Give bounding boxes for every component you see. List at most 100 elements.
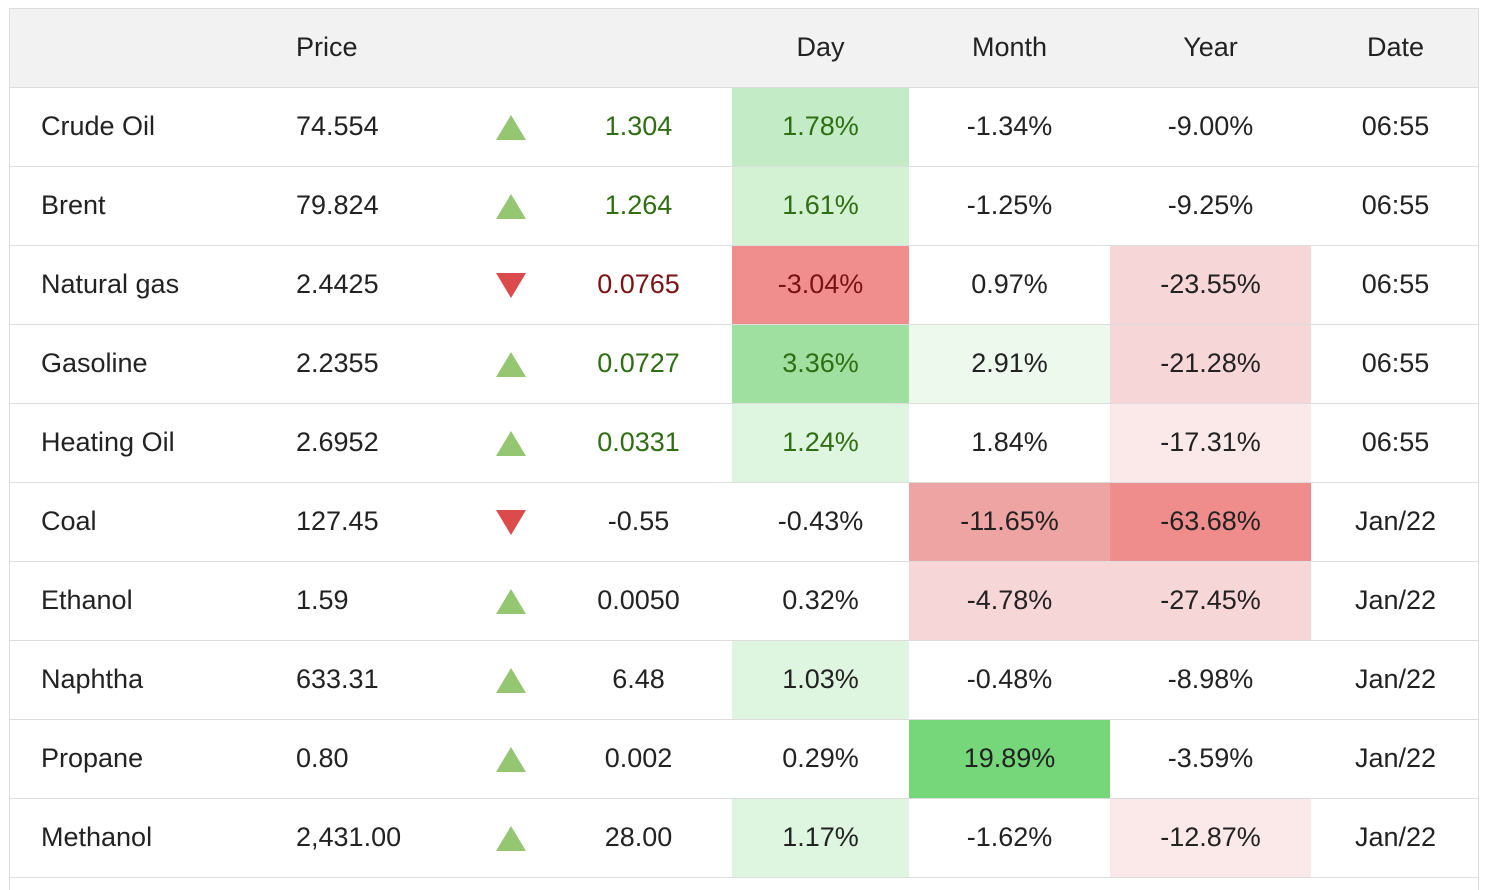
commodity-table-container: Price Day Month Year Date Crude Oil 74.5… [9,8,1479,890]
commodity-change: 0.0050 [545,561,732,641]
header-name[interactable] [10,9,287,88]
table-row[interactable]: Heating Oil 2.6952 0.0331 1.24% 1.84% -1… [10,403,1478,483]
direction-cell [480,403,545,483]
commodity-name[interactable]: Ethanol [10,561,287,641]
commodity-name[interactable]: Heating Oil [10,403,287,483]
direction-cell [480,482,545,562]
commodity-change: 0.0727 [545,324,732,404]
header-day[interactable]: Day [732,9,909,88]
commodity-name[interactable]: Gasoline [10,324,287,404]
header-change[interactable] [545,9,732,88]
up-arrow-icon [496,826,526,852]
direction-cell [480,561,545,641]
commodity-change: 28.00 [545,798,732,878]
table-row[interactable]: Propane 0.80 0.002 0.29% 19.89% -3.59% J… [10,719,1478,799]
energy-commodities-table: Price Day Month Year Date Crude Oil 74.5… [10,9,1478,878]
commodity-month-percent: -4.78% [909,561,1110,641]
commodity-price: 74.554 [287,87,480,167]
up-arrow-icon [496,431,526,457]
up-arrow-icon [496,115,526,141]
commodity-date: 06:55 [1311,403,1478,483]
up-arrow-icon [496,747,526,773]
commodity-day-percent: 1.03% [732,640,909,720]
commodity-change: 0.002 [545,719,732,799]
header-date[interactable]: Date [1311,9,1478,88]
commodity-month-percent: -1.34% [909,87,1110,167]
table-row[interactable]: Natural gas 2.4425 0.0765 -3.04% 0.97% -… [10,245,1478,325]
header-price[interactable]: Price [287,9,480,88]
table-body: Crude Oil 74.554 1.304 1.78% -1.34% -9.0… [10,87,1478,878]
commodity-month-percent: -1.62% [909,798,1110,878]
commodity-day-percent: -3.04% [732,245,909,325]
down-arrow-icon [496,273,526,299]
commodity-price: 2.2355 [287,324,480,404]
direction-cell [480,166,545,246]
up-arrow-icon [496,589,526,615]
commodity-month-percent: 0.97% [909,245,1110,325]
commodity-name[interactable]: Methanol [10,798,287,878]
up-arrow-icon [496,194,526,220]
commodity-month-percent: -0.48% [909,640,1110,720]
commodity-change: 1.304 [545,87,732,167]
down-arrow-icon [496,510,526,536]
commodity-date: 06:55 [1311,324,1478,404]
commodity-month-percent: 2.91% [909,324,1110,404]
direction-cell [480,245,545,325]
commodity-name[interactable]: Naphtha [10,640,287,720]
commodity-year-percent: -17.31% [1110,403,1311,483]
commodity-name[interactable]: Crude Oil [10,87,287,167]
header-row: Price Day Month Year Date [10,9,1478,88]
commodity-date: 06:55 [1311,245,1478,325]
commodity-year-percent: -12.87% [1110,798,1311,878]
table-row[interactable]: Crude Oil 74.554 1.304 1.78% -1.34% -9.0… [10,87,1478,167]
commodity-year-percent: -21.28% [1110,324,1311,404]
commodity-change: 0.0331 [545,403,732,483]
table-row[interactable]: Naphtha 633.31 6.48 1.03% -0.48% -8.98% … [10,640,1478,720]
direction-cell [480,798,545,878]
commodity-name[interactable]: Coal [10,482,287,562]
commodity-year-percent: -63.68% [1110,482,1311,562]
header-year[interactable]: Year [1110,9,1311,88]
commodity-name[interactable]: Propane [10,719,287,799]
table-row[interactable]: Ethanol 1.59 0.0050 0.32% -4.78% -27.45%… [10,561,1478,641]
commodity-price: 2.6952 [287,403,480,483]
commodity-date: Jan/22 [1311,561,1478,641]
commodity-month-percent: 1.84% [909,403,1110,483]
table-row[interactable]: Methanol 2,431.00 28.00 1.17% -1.62% -12… [10,798,1478,878]
commodity-price: 2.4425 [287,245,480,325]
commodity-year-percent: -3.59% [1110,719,1311,799]
commodity-date: Jan/22 [1311,640,1478,720]
commodity-name[interactable]: Natural gas [10,245,287,325]
commodity-change: -0.55 [545,482,732,562]
commodity-day-percent: 0.32% [732,561,909,641]
table-row[interactable]: Brent 79.824 1.264 1.61% -1.25% -9.25% 0… [10,166,1478,246]
commodity-year-percent: -8.98% [1110,640,1311,720]
commodity-change: 0.0765 [545,245,732,325]
commodity-month-percent: -11.65% [909,482,1110,562]
commodity-price: 633.31 [287,640,480,720]
commodity-date: 06:55 [1311,87,1478,167]
commodity-day-percent: 1.24% [732,403,909,483]
header-month[interactable]: Month [909,9,1110,88]
commodity-day-percent: 1.17% [732,798,909,878]
direction-cell [480,324,545,404]
commodity-month-percent: 19.89% [909,719,1110,799]
commodity-month-percent: -1.25% [909,166,1110,246]
commodity-name[interactable]: Brent [10,166,287,246]
commodity-year-percent: -9.25% [1110,166,1311,246]
commodity-date: 06:55 [1311,166,1478,246]
table-row[interactable]: Gasoline 2.2355 0.0727 3.36% 2.91% -21.2… [10,324,1478,404]
commodity-day-percent: -0.43% [732,482,909,562]
direction-cell [480,640,545,720]
commodity-day-percent: 1.61% [732,166,909,246]
commodity-change: 1.264 [545,166,732,246]
up-arrow-icon [496,668,526,694]
table-row[interactable]: Coal 127.45 -0.55 -0.43% -11.65% -63.68%… [10,482,1478,562]
commodity-price: 2,431.00 [287,798,480,878]
commodity-date: Jan/22 [1311,719,1478,799]
commodity-date: Jan/22 [1311,798,1478,878]
commodity-price: 1.59 [287,561,480,641]
header-arrow [480,9,545,88]
commodity-price: 0.80 [287,719,480,799]
direction-cell [480,87,545,167]
